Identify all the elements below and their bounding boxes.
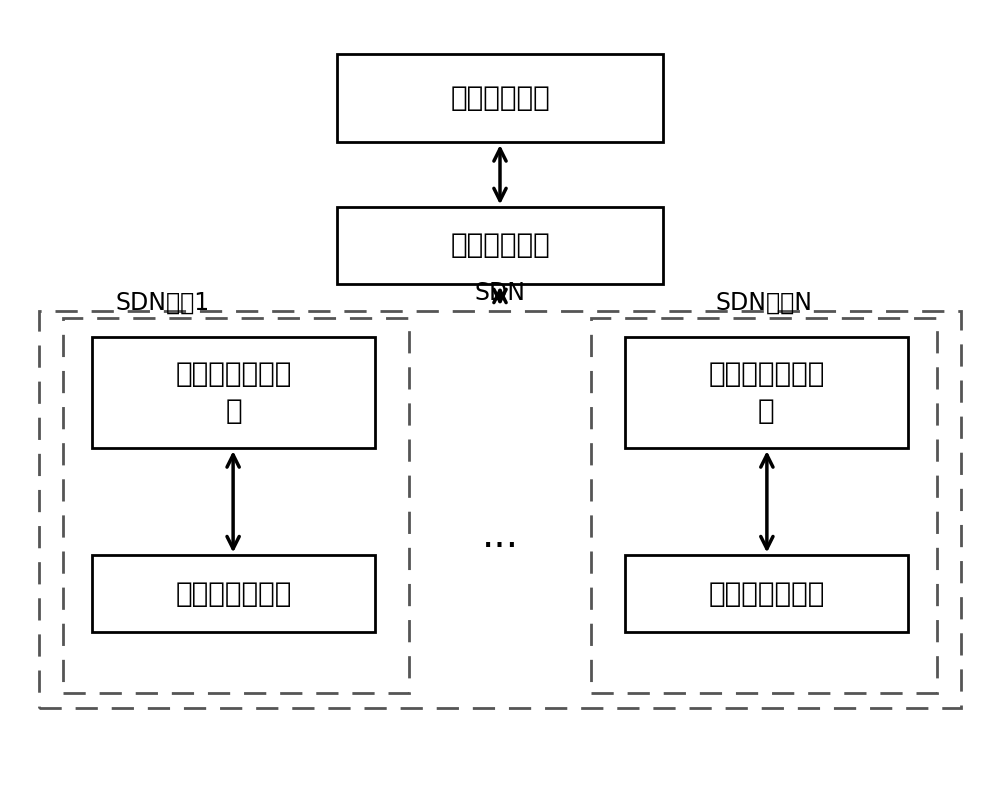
Text: SDN站点1: SDN站点1	[115, 290, 209, 314]
Text: 内容管理系统: 内容管理系统	[450, 84, 550, 112]
Text: 站点数据子系统: 站点数据子系统	[175, 579, 292, 607]
Bar	[337, 207, 663, 284]
Bar	[625, 337, 908, 448]
Bar	[92, 337, 375, 448]
Bar	[63, 318, 409, 693]
Bar	[39, 311, 961, 709]
Bar	[92, 556, 375, 632]
Text: 站点数据子系统: 站点数据子系统	[708, 579, 825, 607]
Bar	[625, 556, 908, 632]
Bar	[591, 318, 937, 693]
Text: 站点元数据子系
统: 站点元数据子系 统	[175, 360, 292, 425]
Bar	[337, 54, 663, 142]
Text: 客户端子系统: 客户端子系统	[450, 231, 550, 260]
Text: SDN: SDN	[475, 281, 526, 305]
Text: 站点元数据子系
统: 站点元数据子系 统	[708, 360, 825, 425]
Text: SDN站点N: SDN站点N	[716, 290, 812, 314]
Text: ...: ...	[481, 517, 519, 556]
